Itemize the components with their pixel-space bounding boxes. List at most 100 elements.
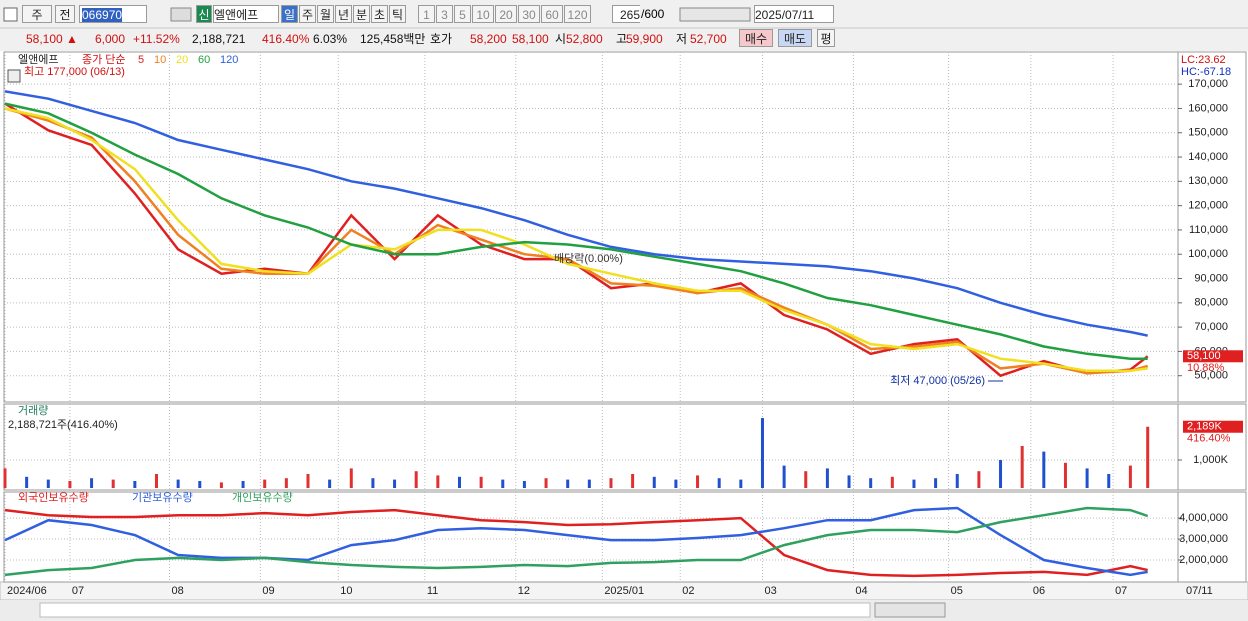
- y-tick-label: 4,000,000: [1179, 512, 1228, 524]
- info-volume-ratio: 416.40%: [262, 32, 310, 46]
- series-line: [4, 102, 1148, 360]
- buy-button[interactable]: 매수: [739, 29, 773, 47]
- annotation: 최저 47,000 (05/26): [890, 374, 985, 387]
- period-button[interactable]: 월: [317, 5, 334, 23]
- info-amount: 125,458백만: [360, 32, 426, 46]
- current-price-box: [1183, 350, 1243, 363]
- lc-label: LC:23.62: [1181, 54, 1226, 66]
- volume-bar: [522, 481, 526, 488]
- period-button[interactable]: 년: [335, 5, 352, 23]
- last-volume-ratio: 416.40%: [1187, 433, 1231, 445]
- count-input[interactable]: 265: [612, 5, 640, 23]
- tool-icons[interactable]: [679, 7, 751, 22]
- volume-bar: [1063, 462, 1067, 488]
- x-tick-label: 07: [72, 585, 84, 597]
- series-line: [4, 506, 1148, 577]
- current-price-label: 58,100: [1187, 350, 1221, 362]
- y-tick-label: 50,000: [1194, 370, 1228, 382]
- x-tick-label: 03: [764, 585, 776, 597]
- y-tick-label: 80,000: [1194, 297, 1228, 309]
- x-tick-label: 04: [855, 585, 867, 597]
- volume-bar: [371, 478, 375, 488]
- info-quote-label: 호가: [430, 32, 453, 46]
- volume-bar: [1128, 465, 1132, 488]
- volume-bar: [501, 479, 505, 488]
- volume-bar: [652, 476, 656, 488]
- panel-title: 거래량: [18, 404, 48, 417]
- interval-button[interactable]: 5: [454, 5, 471, 23]
- y-tick-label: 130,000: [1188, 175, 1228, 187]
- volume-bar: [198, 481, 202, 488]
- volume-bar: [306, 474, 310, 488]
- annotation: 배당락(0.00%): [554, 252, 623, 265]
- y-tick-label: 110,000: [1189, 224, 1228, 236]
- period-button[interactable]: 주: [299, 5, 316, 23]
- interval-button[interactable]: 120: [564, 5, 591, 23]
- view-button[interactable]: 주: [22, 5, 52, 23]
- panel-frame: [3, 51, 1179, 403]
- volume-bar: [1042, 451, 1046, 488]
- period-button[interactable]: 분: [353, 5, 370, 23]
- volume-bar: [133, 481, 137, 488]
- count-max: /600: [641, 7, 665, 21]
- avg-button[interactable]: 평: [817, 29, 835, 47]
- x-tick-label: 09: [262, 585, 274, 597]
- y-tick-label: 70,000: [1194, 321, 1228, 333]
- scroll-track[interactable]: [39, 602, 871, 618]
- volume-bar: [631, 474, 635, 488]
- code-input[interactable]: 066970: [79, 5, 147, 23]
- volume-bar: [544, 478, 548, 488]
- info-arrow: ▲: [66, 32, 78, 46]
- info-change-pct: +11.52%: [133, 32, 180, 46]
- axis-area: [1177, 51, 1247, 403]
- volume-bar: [890, 476, 894, 488]
- legend-entry: 외국인보유수량: [18, 491, 89, 504]
- volume-bar: [999, 460, 1003, 488]
- volume-bar: [349, 468, 353, 488]
- interval-button[interactable]: 20: [495, 5, 517, 23]
- prev-button[interactable]: 전: [55, 5, 75, 23]
- legend-entry: 10: [154, 54, 166, 66]
- y-tick-label: 120,000: [1188, 200, 1228, 212]
- stock-name[interactable]: 엘앤에프: [213, 5, 279, 23]
- period-button[interactable]: 초: [371, 5, 388, 23]
- interval-button[interactable]: 1: [418, 5, 435, 23]
- volume-bar: [825, 468, 829, 488]
- volume-bar: [977, 471, 981, 488]
- interval-button[interactable]: 3: [436, 5, 453, 23]
- volume-bar: [717, 478, 721, 488]
- current-change-label: 10.88%: [1187, 362, 1225, 374]
- volume-bar: [241, 481, 245, 488]
- axis-area: [1177, 491, 1247, 583]
- y-tick-label: 90,000: [1194, 272, 1228, 284]
- period-button[interactable]: 일: [281, 5, 298, 23]
- volume-bar: [566, 479, 570, 488]
- date-input[interactable]: 2025/07/11: [754, 5, 834, 23]
- volume-bar: [457, 476, 461, 488]
- x-tick-label: 07: [1115, 585, 1127, 597]
- volume-bar: [1085, 468, 1089, 488]
- y-tick-label: 170,000: [1188, 78, 1228, 90]
- period-button[interactable]: 틱: [389, 5, 406, 23]
- info-low: 52,700: [690, 32, 727, 46]
- icon[interactable]: [170, 7, 192, 22]
- volume-bar: [479, 476, 483, 488]
- nav-buttons[interactable]: [874, 602, 946, 618]
- interval-button[interactable]: 10: [472, 5, 494, 23]
- sell-button[interactable]: 매도: [778, 29, 812, 47]
- code-text: 066970: [82, 8, 123, 22]
- info-ask: 58,200: [470, 32, 507, 46]
- interval-button[interactable]: 60: [541, 5, 563, 23]
- interval-button[interactable]: 30: [518, 5, 540, 23]
- y-tick-label: 150,000: [1188, 127, 1228, 139]
- icon[interactable]: [3, 7, 18, 22]
- legend-entry: 기관보유수량: [132, 491, 193, 504]
- volume-bar: [436, 475, 440, 488]
- info-volume: 2,188,721: [192, 32, 246, 46]
- x-tick-label: 11: [427, 585, 438, 597]
- volume-bar: [739, 479, 743, 488]
- info-open: 52,800: [566, 32, 603, 46]
- volume-bar: [3, 468, 7, 488]
